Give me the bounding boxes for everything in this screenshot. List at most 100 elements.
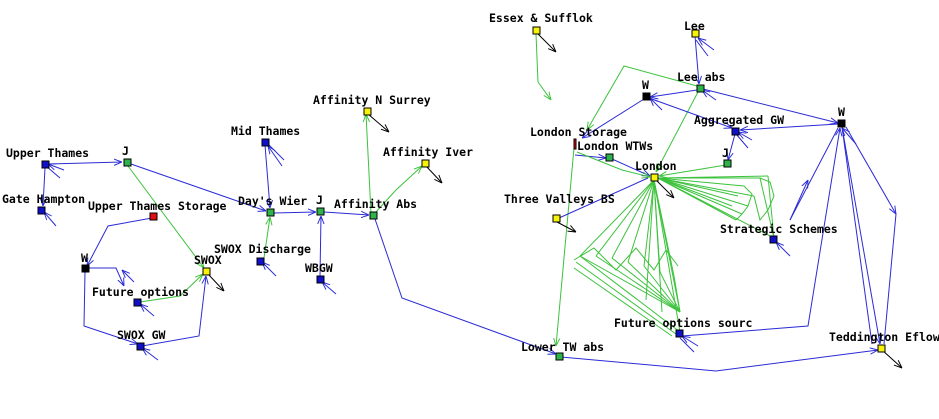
link-n-surrey-sink bbox=[367, 113, 389, 132]
link-w-future bbox=[89, 267, 124, 286]
node-london-wtws[interactable]: London WTWs bbox=[577, 139, 653, 162]
label-affinity-abs: Affinity Abs bbox=[334, 197, 417, 211]
node-future-options-sourc[interactable]: Future options sourc bbox=[614, 316, 752, 338]
link-w3-teddington-a bbox=[841, 126, 880, 344]
links-right bbox=[535, 33, 902, 372]
label-essex-suffolk: Essex & Sufflok bbox=[489, 11, 593, 25]
node-london[interactable]: London bbox=[635, 159, 677, 182]
node-upper-thames-storage[interactable]: Upper Thames Storage bbox=[88, 199, 227, 221]
link-affinity-abs-lower-tw bbox=[374, 218, 556, 354]
label-wbgw: WBGW bbox=[305, 261, 333, 275]
link-storage-lower-tw bbox=[556, 147, 575, 346]
node-swox[interactable]: SWOX bbox=[194, 253, 222, 276]
label-three-valleys-bs: Three Valleys BS bbox=[504, 192, 615, 206]
label-london-wtws: London WTWs bbox=[577, 139, 653, 153]
node-w1[interactable]: W bbox=[81, 251, 90, 273]
link-wbgw-j2 bbox=[320, 216, 321, 277]
node-affinity-iver[interactable]: Affinity Iver bbox=[383, 145, 473, 168]
node-w2[interactable]: W bbox=[642, 78, 651, 101]
link-future-swox bbox=[139, 274, 203, 303]
link-upper-thames-gate-hampton bbox=[43, 167, 45, 206]
node-days-wier[interactable]: Day's Wier bbox=[238, 194, 307, 217]
label-j2: J bbox=[316, 193, 323, 207]
label-future-options: Future options bbox=[92, 285, 189, 299]
node-essex-suffolk[interactable]: Essex & Sufflok bbox=[489, 11, 593, 35]
link-j-days-wier bbox=[130, 163, 266, 211]
node-wbgw[interactable]: WBGW bbox=[305, 261, 333, 284]
label-strategic-schemes: Strategic Schemes bbox=[720, 222, 838, 236]
link-upper-thames-j bbox=[48, 162, 122, 164]
link-affinity-iver bbox=[374, 166, 422, 214]
link-w3-teddington-d bbox=[883, 213, 897, 345]
link-j2-affinity-abs bbox=[323, 212, 369, 215]
nodes: Upper Thames J Gate Hampton Upper Thames… bbox=[2, 11, 939, 361]
link-strategic-w3-b bbox=[789, 127, 839, 221]
label-upper-thames: Upper Thames bbox=[6, 146, 89, 160]
link-w3-aggregated bbox=[740, 123, 839, 130]
fan-future-options-london bbox=[573, 179, 681, 337]
node-lee[interactable]: Lee bbox=[684, 19, 705, 38]
link-mid-thames-days-wier bbox=[264, 144, 270, 208]
link-days-wier-j2 bbox=[273, 212, 316, 213]
link-lee-abs-london-storage bbox=[587, 65, 698, 130]
node-lower-tw-abs[interactable]: Lower TW abs bbox=[521, 340, 604, 361]
node-three-valleys-bs[interactable]: Three Valleys BS bbox=[504, 192, 615, 223]
link-storage-w bbox=[87, 217, 153, 266]
node-w3[interactable]: W bbox=[837, 105, 846, 128]
label-j1: J bbox=[122, 144, 129, 158]
label-aggregated-gw: Aggregated GW bbox=[694, 113, 784, 127]
label-london-storage: London Storage bbox=[530, 125, 627, 139]
label-upper-thames-storage: Upper Thames Storage bbox=[88, 199, 227, 213]
label-affinity-n-surrey: Affinity N Surrey bbox=[313, 93, 431, 107]
node-aggregated-gw[interactable]: Aggregated GW bbox=[694, 113, 784, 136]
node-j2[interactable]: J bbox=[316, 193, 325, 216]
label-j3: J bbox=[722, 146, 729, 160]
link-essex-sink bbox=[537, 33, 556, 52]
link-aggregated-j3 bbox=[728, 133, 736, 160]
link-affinity-n-surrey bbox=[366, 114, 372, 214]
label-future-options-sourc: Future options sourc bbox=[614, 316, 752, 330]
link-w2-aggregated bbox=[648, 97, 732, 128]
node-teddington-eflow[interactable]: Teddington Eflow bbox=[829, 330, 939, 353]
label-swox: SWOX bbox=[194, 253, 222, 267]
link-lee-abs-london bbox=[656, 91, 699, 172]
node-gate-hampton[interactable]: Gate Hampton bbox=[2, 192, 85, 215]
link-iver-sink bbox=[425, 165, 442, 183]
node-swox-gw[interactable]: SWOX GW bbox=[117, 328, 166, 351]
link-storage-wtws bbox=[574, 155, 606, 158]
link-london-sink bbox=[655, 179, 674, 198]
label-swox-discharge: SWOX Discharge bbox=[214, 242, 311, 256]
label-swox-gw: SWOX GW bbox=[117, 328, 166, 342]
link-w3-teddington-b bbox=[841, 126, 873, 345]
link-swox-sink bbox=[207, 273, 224, 291]
label-w2: W bbox=[642, 78, 649, 92]
node-swox-discharge[interactable]: SWOX Discharge bbox=[214, 242, 311, 266]
link-lee-abs-w3 bbox=[702, 88, 838, 123]
link-w2-london-storage bbox=[582, 98, 645, 138]
inflow-arrows bbox=[44, 38, 857, 361]
node-future-options[interactable]: Future options bbox=[92, 285, 189, 307]
node-upper-thames[interactable]: Upper Thames bbox=[6, 146, 89, 169]
link-three-valleys-london bbox=[558, 177, 649, 219]
link-w3-teddington-c bbox=[845, 126, 896, 214]
node-j1[interactable]: J bbox=[122, 144, 132, 167]
link-swox-gw-swox bbox=[141, 276, 206, 347]
link-w-swox-gw bbox=[83, 271, 138, 344]
node-strategic-schemes[interactable]: Strategic Schemes bbox=[720, 222, 838, 244]
link-storage-london bbox=[576, 151, 650, 177]
link-lower-tw-teddington bbox=[560, 350, 878, 372]
label-lee-abs: Lee abs bbox=[677, 70, 725, 84]
node-affinity-abs[interactable]: Affinity Abs bbox=[334, 197, 417, 220]
link-j3-london bbox=[659, 164, 727, 176]
label-w3: W bbox=[838, 105, 845, 119]
link-three-valleys-sink bbox=[556, 221, 576, 232]
node-lee-abs[interactable]: Lee abs bbox=[677, 70, 725, 93]
link-teddington-sink bbox=[881, 349, 902, 368]
label-lower-tw-abs: Lower TW abs bbox=[521, 340, 604, 354]
link-essex-london-storage bbox=[535, 33, 551, 100]
node-j3[interactable]: J bbox=[722, 146, 732, 168]
node-affinity-n-surrey[interactable]: Affinity N Surrey bbox=[313, 93, 431, 116]
label-london: London bbox=[635, 159, 677, 173]
node-mid-thames[interactable]: Mid Thames bbox=[231, 124, 300, 147]
